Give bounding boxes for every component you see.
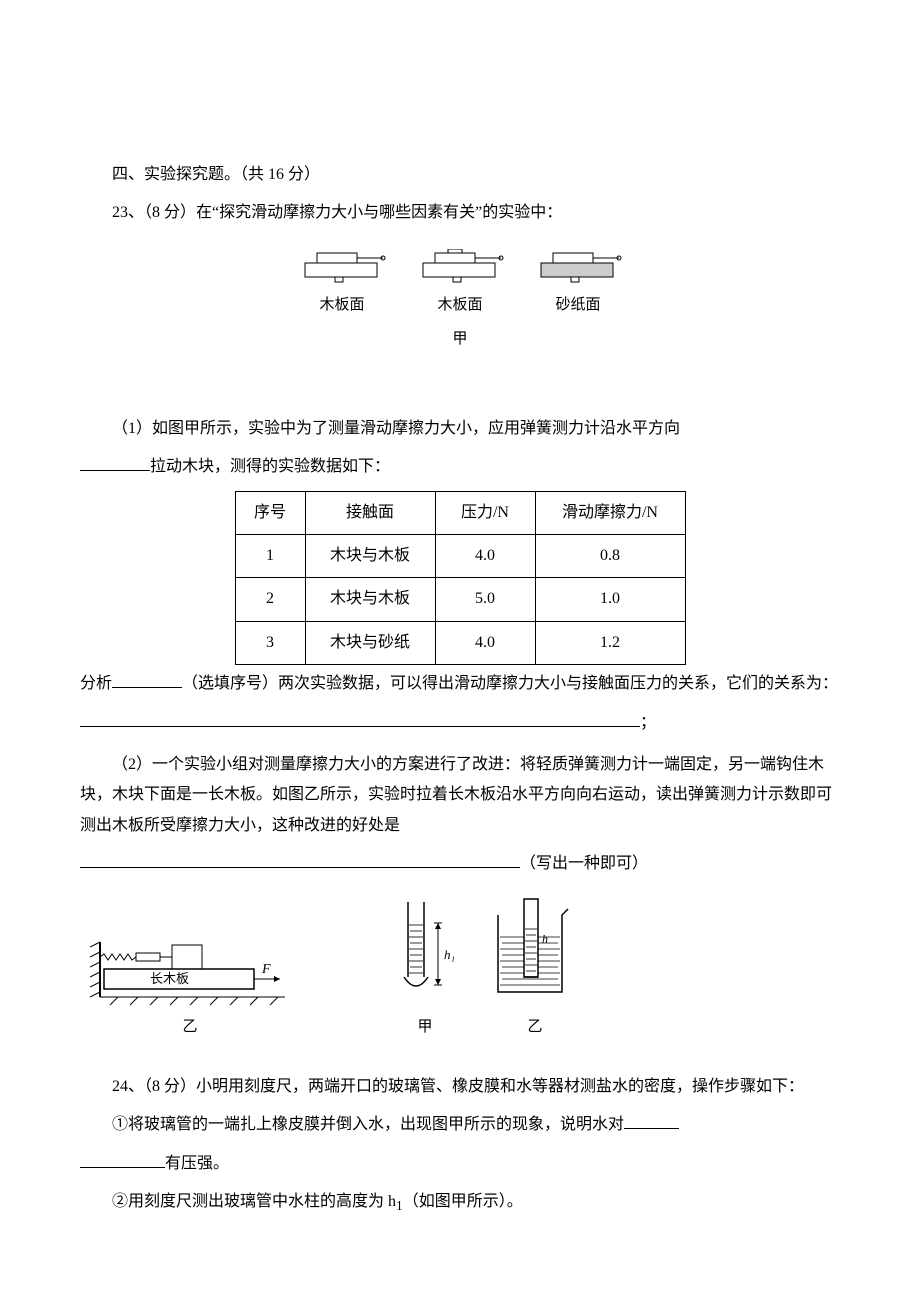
diagram-label-3: 砂纸面 bbox=[555, 291, 600, 320]
q23-part2: （2）一个实验小组对测量摩擦力大小的方案进行了改进：将轻质弹簧测力计一端固定，另… bbox=[80, 750, 840, 841]
spring-board-block-icon: 长木板 F bbox=[90, 937, 290, 1007]
q23-part2-blank-line: （写出一种即可） bbox=[80, 849, 840, 879]
tube-in-beaker-icon: h bbox=[490, 897, 580, 1007]
table-cell: 4.0 bbox=[435, 621, 535, 664]
q23-part1-a: （1）如图甲所示，实验中为了测量滑动摩擦力大小，应用弹簧测力计沿水平方向 bbox=[80, 414, 840, 444]
h1-label: h₁ bbox=[444, 947, 455, 962]
table-cell: 1 bbox=[235, 534, 305, 577]
q23-analysis-line: 分析 （选填序号）两次实验数据，可以得出滑动摩擦力大小与接触面压力的关系，它们的关… bbox=[80, 669, 840, 699]
table-col-3: 滑动摩擦力/N bbox=[535, 491, 685, 534]
q23-q24-figures: 长木板 F 乙 bbox=[80, 897, 840, 1042]
block-weight-on-board-icon bbox=[415, 249, 505, 285]
q23-diagrams: 木板面 木板面 甲 砂纸面 bbox=[80, 249, 840, 354]
q23-header: 23、（8 分）在“探究滑动摩擦力大小与哪些因素有关”的实验中： bbox=[80, 198, 840, 228]
table-col-0: 序号 bbox=[235, 491, 305, 534]
figure-label-yi-2: 乙 bbox=[527, 1013, 542, 1042]
figure-label-yi-1: 乙 bbox=[182, 1013, 197, 1042]
q24-step1-a: ①将玻璃管的一端扎上橡皮膜并倒入水，出现图甲所示的现象，说明水对 bbox=[112, 1116, 624, 1133]
table-header-row: 序号 接触面 压力/N 滑动摩擦力/N bbox=[235, 491, 685, 534]
blank-step1a bbox=[624, 1128, 679, 1129]
q24-step1-b-line: 有压强。 bbox=[80, 1149, 840, 1179]
blank-trial-numbers bbox=[112, 687, 182, 688]
table-cell: 1.2 bbox=[535, 621, 685, 664]
figure-jia-tube: h₁ 甲 bbox=[390, 897, 460, 1042]
block-on-board-icon bbox=[297, 249, 387, 285]
analysis-suffix: （选填序号）两次实验数据，可以得出滑动摩擦力大小与接触面压力的关系，它们的关系为… bbox=[182, 675, 838, 692]
figure-yi-beaker: h 乙 bbox=[490, 897, 580, 1042]
blank-step1b bbox=[80, 1167, 165, 1168]
relation-tail: ； bbox=[640, 714, 656, 731]
table-col-2: 压力/N bbox=[435, 491, 535, 534]
block-on-sandpaper-icon bbox=[533, 249, 623, 285]
diagram-sublabel: 甲 bbox=[452, 325, 467, 354]
table-cell: 木块与木板 bbox=[305, 578, 435, 621]
tube-membrane-icon: h₁ bbox=[390, 897, 460, 1007]
table-cell: 木块与砂纸 bbox=[305, 621, 435, 664]
diagram-label-1: 木板面 bbox=[319, 291, 364, 320]
q23-part1-b-line: 拉动木块，测得的实验数据如下： bbox=[80, 452, 840, 482]
figure-label-jia: 甲 bbox=[417, 1013, 432, 1042]
table-row: 3木块与砂纸4.01.2 bbox=[235, 621, 685, 664]
table-cell: 2 bbox=[235, 578, 305, 621]
q23-diagram-3: 砂纸面 bbox=[533, 249, 623, 354]
section-title: 四、实验探究题。（共 16 分） bbox=[80, 160, 840, 190]
figure-jia-yi-tubes: h₁ 甲 bbox=[390, 897, 580, 1042]
blank-improvement bbox=[80, 867, 520, 868]
table-cell: 木块与木板 bbox=[305, 534, 435, 577]
q24-step2: ②用刻度尺测出玻璃管中水柱的高度为 h bbox=[112, 1193, 396, 1210]
q23-diagram-2: 木板面 甲 bbox=[415, 249, 505, 354]
q24-header: 24、（8 分）小明用刻度尺，两端开口的玻璃管、橡皮膜和水等器材测盐水的密度，操… bbox=[80, 1072, 840, 1102]
q23-part1-b: 拉动木块，测得的实验数据如下： bbox=[150, 458, 390, 475]
table-cell: 4.0 bbox=[435, 534, 535, 577]
analysis-prefix: 分析 bbox=[80, 675, 112, 692]
q23-relation-blank-line: ； bbox=[80, 708, 840, 738]
table-cell: 1.0 bbox=[535, 578, 685, 621]
q24-step2-tail: （如图甲所示）。 bbox=[403, 1193, 523, 1210]
table-body: 1木块与木板4.00.82木块与木板5.01.03木块与砂纸4.01.2 bbox=[235, 534, 685, 664]
table-col-1: 接触面 bbox=[305, 491, 435, 534]
table-row: 1木块与木板4.00.8 bbox=[235, 534, 685, 577]
table-cell: 5.0 bbox=[435, 578, 535, 621]
q24-step2-sub: 1 bbox=[396, 1198, 403, 1213]
table-cell: 0.8 bbox=[535, 534, 685, 577]
q23-diagram-1: 木板面 bbox=[297, 249, 387, 354]
q24-step1-line: ①将玻璃管的一端扎上橡皮膜并倒入水，出现图甲所示的现象，说明水对 bbox=[80, 1110, 840, 1140]
part2-tail: （写出一种即可） bbox=[520, 855, 648, 872]
h-mark: h bbox=[542, 932, 548, 946]
table-row: 2木块与木板5.01.0 bbox=[235, 578, 685, 621]
blank-relation bbox=[80, 726, 640, 727]
q24-step1-b: 有压强。 bbox=[165, 1155, 229, 1172]
board-label-text: 长木板 bbox=[150, 971, 189, 986]
q24-step2-line: ②用刻度尺测出玻璃管中水柱的高度为 h1（如图甲所示）。 bbox=[80, 1187, 840, 1219]
force-f-label: F bbox=[261, 962, 271, 977]
diagram-label-2: 木板面 bbox=[437, 291, 482, 320]
blank-pull-method bbox=[80, 470, 150, 471]
q23-data-table: 序号 接触面 压力/N 滑动摩擦力/N 1木块与木板4.00.82木块与木板5.… bbox=[235, 491, 686, 666]
table-cell: 3 bbox=[235, 621, 305, 664]
figure-yi-left: 长木板 F 乙 bbox=[90, 937, 290, 1042]
